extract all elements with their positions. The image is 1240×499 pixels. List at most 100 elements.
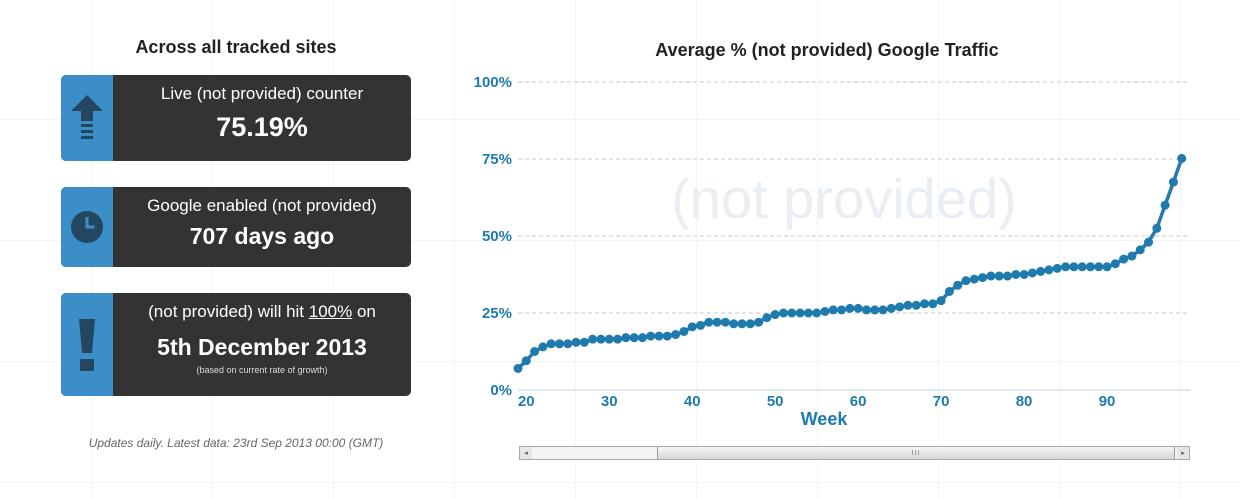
- clock-icon: [71, 211, 103, 243]
- y-tick-label: 75%: [482, 151, 512, 168]
- data-point: [845, 303, 855, 313]
- x-axis-title: Week: [801, 409, 849, 429]
- data-point: [546, 339, 556, 349]
- x-tick-label: 70: [933, 393, 950, 410]
- data-point: [886, 303, 896, 313]
- data-point: [1094, 262, 1104, 272]
- data-point: [961, 276, 971, 286]
- data-point: [1119, 254, 1129, 264]
- card-icon-panel: [61, 75, 113, 161]
- days-ago-value: 707 days ago: [189, 223, 335, 249]
- x-tick-label: 50: [767, 393, 784, 410]
- left-panel-title: Across all tracked sites: [135, 37, 337, 57]
- scroll-right-button[interactable]: ▸: [1177, 447, 1189, 459]
- data-point: [1069, 262, 1079, 272]
- data-point: [837, 305, 847, 315]
- data-point: [720, 317, 730, 327]
- data-point: [1036, 266, 1046, 276]
- watermark-text: (not provided): [671, 167, 1017, 230]
- data-point: [936, 296, 946, 306]
- data-point: [679, 326, 689, 336]
- exclamation-icon: [79, 318, 95, 371]
- data-point: [928, 299, 938, 309]
- data-point: [870, 305, 880, 315]
- data-point: [588, 334, 598, 344]
- data-point: [778, 308, 788, 318]
- data-point: [579, 337, 589, 347]
- data-point: [554, 339, 564, 349]
- x-tick-label: 40: [684, 393, 701, 410]
- data-point: [895, 302, 905, 312]
- data-point: [920, 299, 930, 309]
- chart-scrollbar[interactable]: ◂ III ▸: [519, 446, 1190, 460]
- data-point: [762, 313, 772, 323]
- card-label: Google enabled (not provided): [147, 196, 377, 215]
- data-point: [1002, 271, 1012, 281]
- data-point: [1019, 270, 1029, 279]
- data-point: [513, 363, 523, 373]
- data-point: [563, 339, 573, 349]
- data-point: [803, 308, 813, 318]
- data-point: [521, 356, 531, 366]
- scroll-left-button[interactable]: ◂: [520, 447, 532, 459]
- forecast-date-value: 5th December 2013: [157, 334, 367, 360]
- data-point: [820, 306, 830, 316]
- card-label: (not provided) will hit 100% on: [148, 302, 376, 321]
- data-point: [861, 305, 871, 315]
- x-tick-label: 90: [1099, 393, 1116, 410]
- data-point: [812, 308, 822, 318]
- up-arrow-icon: [71, 95, 103, 139]
- line-chart: (not provided) 0% 25% 50% 75% 100% 20 30 40 50 60 7…: [474, 74, 1190, 429]
- data-point: [671, 330, 681, 340]
- data-point: [1011, 270, 1021, 279]
- live-counter-value: 75.19%: [216, 112, 308, 142]
- data-point: [712, 317, 722, 327]
- x-tick-label: 20: [518, 393, 535, 410]
- data-point: [1168, 177, 1178, 187]
- data-point: [629, 333, 639, 343]
- data-point: [596, 334, 606, 344]
- update-footnote: Updates daily. Latest data: 23rd Sep 201…: [88, 436, 384, 450]
- data-point: [986, 271, 996, 281]
- data-point: [787, 308, 797, 318]
- data-point: [1027, 268, 1037, 278]
- data-point: [687, 322, 697, 332]
- data-point: [538, 342, 548, 352]
- data-point: [1177, 153, 1187, 163]
- hundred-percent-link: 100%: [308, 302, 353, 321]
- data-point: [1110, 259, 1120, 269]
- forecast-note: (based on current rate of growth): [196, 365, 328, 375]
- data-point: [530, 347, 540, 356]
- data-point: [953, 280, 963, 290]
- data-point: [828, 305, 838, 315]
- data-point: [969, 274, 979, 284]
- data-point: [571, 337, 581, 347]
- data-point: [696, 320, 706, 330]
- chevron-left-icon: ◂: [524, 450, 528, 457]
- data-point: [1135, 245, 1145, 255]
- data-point: [853, 303, 863, 313]
- chevron-right-icon: ▸: [1181, 450, 1185, 457]
- data-point: [737, 319, 747, 329]
- data-point: [604, 334, 614, 344]
- grip-icon: III: [911, 449, 921, 457]
- y-tick-label: 50%: [482, 228, 512, 245]
- data-point: [944, 286, 954, 296]
- data-point: [903, 300, 913, 310]
- data-point: [994, 271, 1004, 281]
- data-point: [1127, 251, 1137, 261]
- data-point: [754, 317, 764, 327]
- data-point: [770, 310, 780, 320]
- data-point: [1077, 262, 1087, 272]
- x-tick-label: 80: [1016, 393, 1033, 410]
- scroll-thumb[interactable]: III: [657, 447, 1175, 459]
- data-point: [978, 273, 988, 283]
- x-tick-label: 60: [850, 393, 867, 410]
- google-enabled-card: Google enabled (not provided) 707 days a…: [61, 187, 411, 267]
- forecast-card: (not provided) will hit 100% on 5th Dece…: [61, 293, 411, 396]
- data-point: [729, 319, 739, 329]
- y-tick-label: 25%: [482, 305, 512, 322]
- data-point: [637, 333, 647, 343]
- data-point: [1061, 262, 1071, 272]
- data-point: [795, 308, 805, 318]
